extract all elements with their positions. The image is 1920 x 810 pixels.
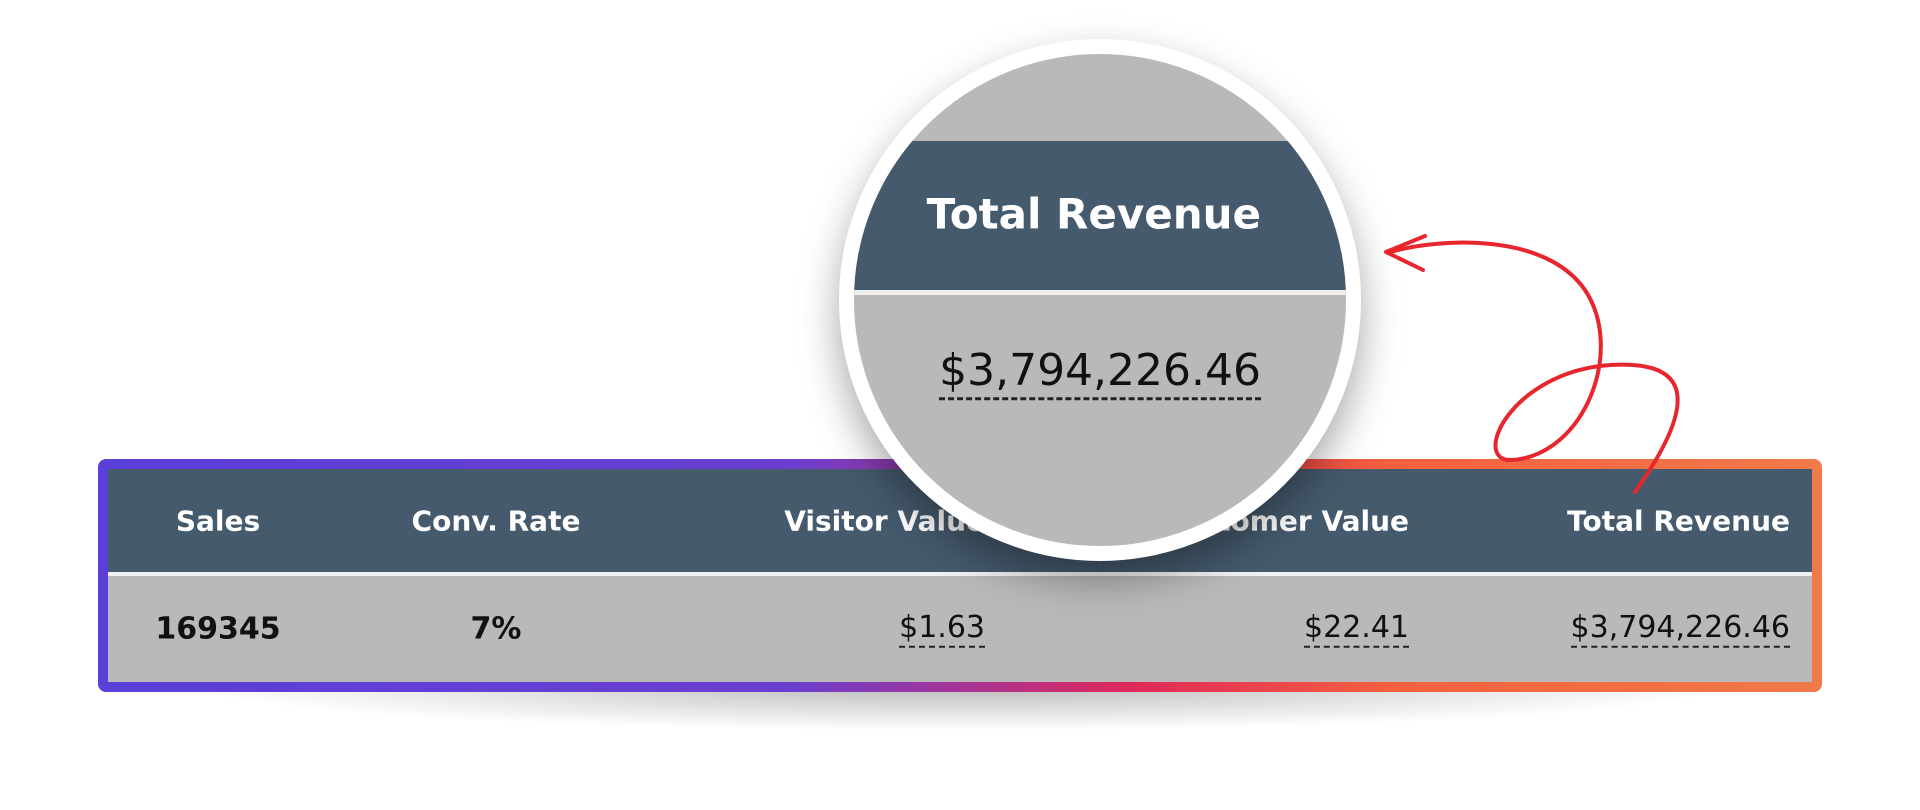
- data-cell: 7%: [470, 611, 522, 647]
- magnifier-header: Total Revenue: [926, 189, 1261, 239]
- data-cell: 169345: [155, 611, 281, 647]
- arrow-head: [1384, 234, 1427, 272]
- header-cell: Conv. Rate: [411, 504, 581, 538]
- header-cell: Total Revenue: [1567, 504, 1790, 538]
- arrow-curve: [1388, 240, 1680, 494]
- data-cell: $3,794,226.46: [1570, 610, 1790, 648]
- magnifier-value: $3,794,226.46: [939, 346, 1261, 400]
- data-cell: $1.63: [899, 610, 985, 648]
- data-cell: $22.41: [1304, 610, 1409, 648]
- magnifier-header-band: [854, 141, 1346, 295]
- header-cell: Sales: [175, 504, 261, 538]
